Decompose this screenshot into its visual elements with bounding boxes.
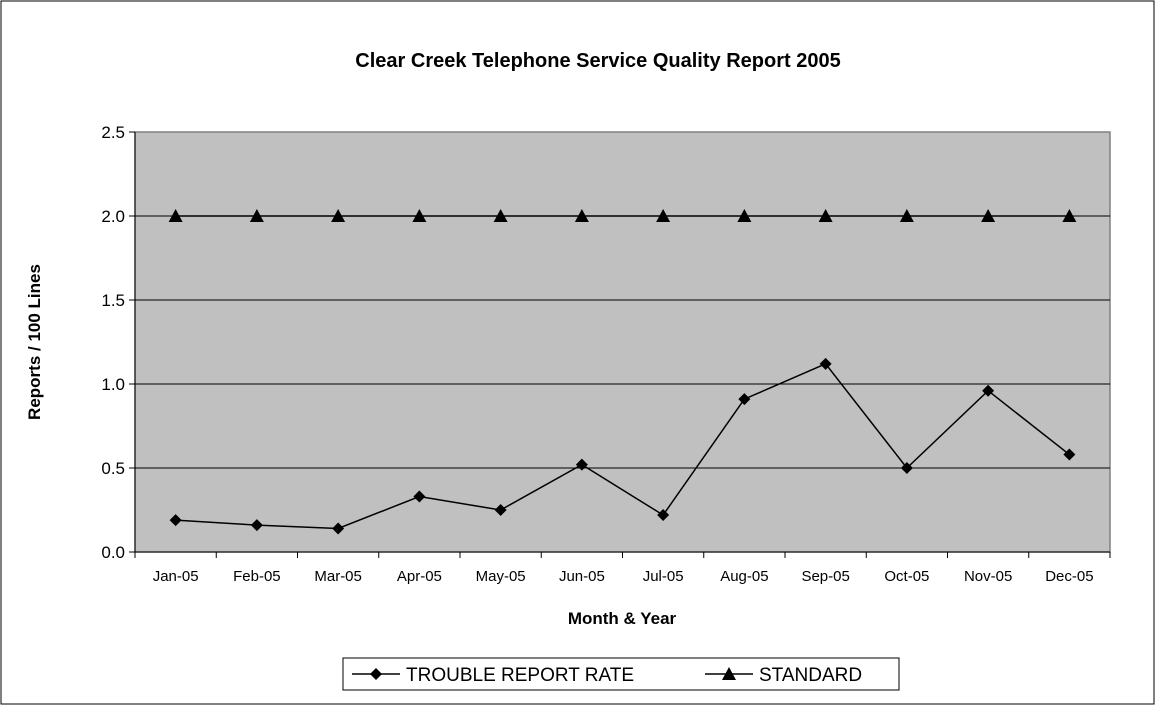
plot-area — [134, 131, 1111, 553]
legend-label-standard: STANDARD — [759, 665, 862, 686]
x-tick-label: Apr-05 — [397, 568, 442, 585]
trouble-report-rate-point — [900, 462, 913, 474]
legend-diamond-marker — [370, 668, 382, 680]
y-tick-label: 0.0 — [101, 543, 125, 562]
x-tick-label: Jan-05 — [153, 568, 199, 585]
trouble-report-rate-point — [575, 458, 588, 471]
x-tick-label: Aug-05 — [720, 568, 768, 585]
trouble-report-rate-point — [819, 357, 832, 370]
standard-point — [412, 209, 427, 222]
y-tick-label: 0.5 — [101, 459, 125, 478]
legend-label-trouble: TROUBLE REPORT RATE — [406, 665, 634, 686]
standard-point — [818, 209, 833, 222]
trouble-report-rate-point — [982, 384, 995, 397]
x-tick-label: Dec-05 — [1045, 568, 1093, 585]
standard-point — [981, 209, 996, 222]
standard-point — [168, 209, 183, 222]
x-tick-label: Feb-05 — [233, 568, 281, 585]
trouble-report-rate-point — [169, 514, 182, 527]
chart-title: Clear Creek Telephone Service Quality Re… — [355, 50, 840, 72]
y-axis-label: Reports / 100 Lines — [25, 264, 44, 420]
standard-point — [899, 209, 914, 222]
legend-box — [342, 657, 900, 691]
trouble-report-rate-point — [250, 519, 263, 532]
trouble-report-rate-point — [332, 522, 345, 535]
trouble-report-rate-point — [413, 490, 426, 503]
trouble-report-rate-point — [494, 504, 507, 516]
x-tick-label: Sep-05 — [801, 568, 849, 585]
trouble-report-rate-point — [1063, 448, 1076, 461]
y-tick-label: 1.5 — [101, 291, 125, 310]
x-tick-label: Oct-05 — [884, 568, 929, 585]
x-tick-label: Jul-05 — [643, 568, 684, 585]
x-tick-label: Jun-05 — [559, 568, 605, 585]
series-layer — [168, 209, 1077, 535]
standard-point — [737, 209, 752, 222]
standard-point — [331, 209, 346, 222]
x-tick-label: Mar-05 — [314, 568, 362, 585]
x-tick-label: May-05 — [476, 568, 526, 585]
x-tick-label: Nov-05 — [964, 568, 1012, 585]
trouble-report-rate-line — [175, 362, 1070, 530]
standard-point — [249, 209, 264, 222]
axes: 0.0 0.5 1.0 1.5 2.0 2.5 Jan-05 Feb-05 Mar-05 Apr-… — [101, 123, 1111, 585]
y-tick-label: 2.0 — [101, 207, 125, 226]
standard-point — [1062, 209, 1077, 222]
trouble-report-rate-point — [657, 509, 670, 522]
standard-point — [493, 209, 508, 222]
legend: TROUBLE REPORT RATE STANDARD — [342, 657, 900, 691]
standard-point — [574, 209, 589, 222]
standard-point — [656, 209, 671, 222]
trouble-report-rate-point — [738, 393, 751, 406]
y-tick-label: 1.0 — [101, 375, 125, 394]
y-tick-label: 2.5 — [101, 123, 125, 142]
x-axis-label: Month & Year — [568, 609, 677, 628]
legend-triangle-marker — [722, 667, 736, 680]
